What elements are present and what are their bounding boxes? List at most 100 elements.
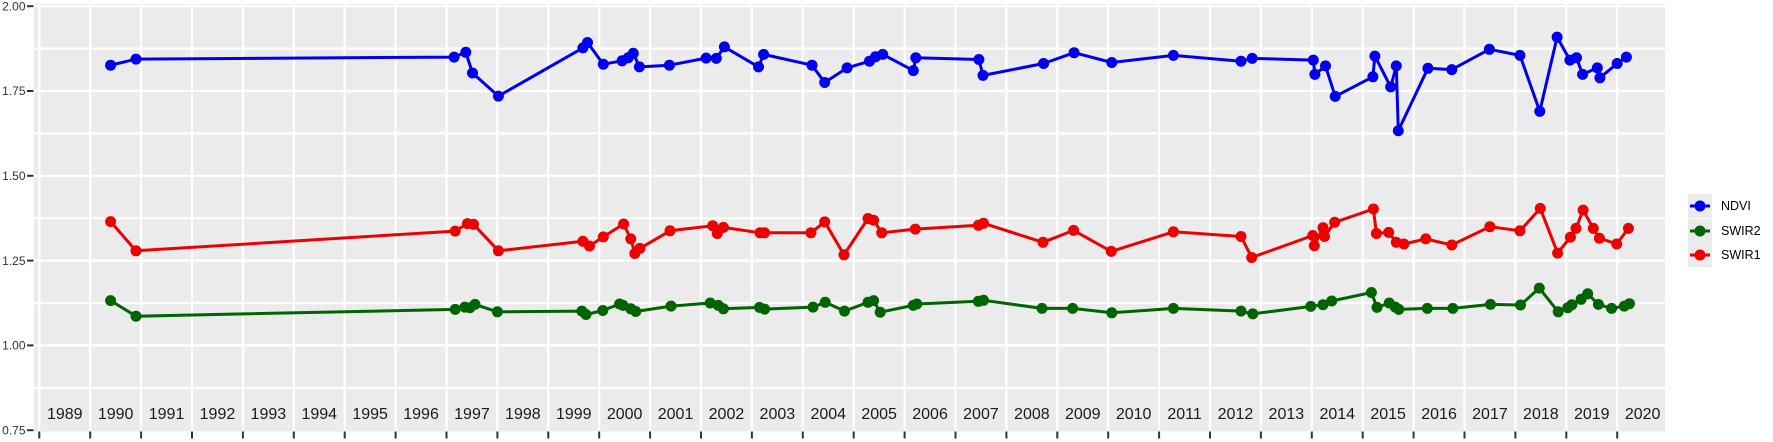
data-point-SWIR1 xyxy=(909,223,921,235)
data-point-SWIR2 xyxy=(911,298,923,310)
data-point-NDVI xyxy=(1329,90,1341,102)
data-point-SWIR1 xyxy=(449,225,461,237)
data-point-SWIR1 xyxy=(1105,245,1117,257)
y-tick-label: 1.50 xyxy=(2,169,26,183)
data-point-SWIR2 xyxy=(1305,300,1317,312)
data-point-NDVI xyxy=(819,77,831,88)
data-point-SWIR2 xyxy=(449,303,461,315)
x-tick-label: 2011 xyxy=(1167,406,1202,423)
data-point-SWIR2 xyxy=(819,296,831,308)
data-point-SWIR2 xyxy=(1515,299,1526,311)
data-point-NDVI xyxy=(1390,60,1402,72)
data-point-NDVI xyxy=(1446,64,1458,76)
data-point-SWIR2 xyxy=(1247,308,1259,320)
x-tick-label: 1994 xyxy=(301,406,337,423)
data-point-SWIR1 xyxy=(1308,240,1320,252)
data-point-SWIR1 xyxy=(805,227,817,239)
data-point-NDVI xyxy=(1514,49,1526,61)
legend-label-swir1: SWIR1 xyxy=(1721,248,1761,263)
legend-key-swir1 xyxy=(1688,243,1712,268)
data-point-SWIR1 xyxy=(717,221,729,233)
data-point-SWIR2 xyxy=(1167,302,1179,314)
data-point-NDVI xyxy=(1620,51,1632,63)
x-tick-label: 2017 xyxy=(1472,406,1508,423)
y-tick-label: 0.75 xyxy=(2,423,26,437)
x-tick-label: 1999 xyxy=(556,406,592,423)
legend-label-swir2: SWIR2 xyxy=(1721,223,1761,238)
data-point-NDVI xyxy=(1611,58,1623,69)
data-point-SWIR2 xyxy=(1067,302,1079,314)
x-tick-label: 1998 xyxy=(505,406,541,423)
data-point-SWIR2 xyxy=(759,303,771,315)
data-point-NDVI xyxy=(492,90,504,102)
x-tick-label: 2010 xyxy=(1116,406,1152,423)
data-point-SWIR1 xyxy=(978,217,989,229)
data-point-SWIR1 xyxy=(1319,231,1330,242)
x-tick-label: 2020 xyxy=(1625,406,1661,423)
data-point-SWIR1 xyxy=(1514,225,1526,237)
x-tick-label: 1993 xyxy=(251,406,287,423)
data-point-NDVI xyxy=(1038,58,1050,69)
data-point-SWIR2 xyxy=(807,301,819,313)
data-point-SWIR1 xyxy=(625,233,637,245)
x-tick-label: 2019 xyxy=(1574,406,1610,423)
data-point-SWIR2 xyxy=(105,295,117,307)
legend: NDVI SWIR2 SWIR1 xyxy=(1688,194,1761,268)
data-point-NDVI xyxy=(973,54,985,65)
x-tick-label: 2002 xyxy=(709,406,745,423)
data-point-SWIR2 xyxy=(1606,302,1618,314)
data-point-NDVI xyxy=(663,59,675,71)
data-point-NDVI xyxy=(718,41,730,53)
data-point-NDVI xyxy=(1309,68,1321,80)
data-point-NDVI xyxy=(1422,62,1434,74)
data-point-SWIR2 xyxy=(1235,305,1247,317)
data-point-NDVI xyxy=(1106,57,1118,68)
data-point-NDVI xyxy=(1591,62,1603,74)
x-tick-label: 2018 xyxy=(1523,406,1559,423)
data-point-NDVI xyxy=(1571,52,1582,64)
data-point-NDVI xyxy=(1307,54,1319,66)
y-tick-label: 1.00 xyxy=(2,339,26,353)
x-tick-label: 2007 xyxy=(963,406,999,423)
data-point-NDVI xyxy=(467,67,478,79)
data-point-NDVI xyxy=(910,52,922,64)
legend-key-swir2 xyxy=(1688,218,1712,243)
data-point-SWIR1 xyxy=(1317,222,1329,234)
data-point-SWIR2 xyxy=(491,306,503,318)
series-SWIR1 xyxy=(105,202,1634,263)
x-tick-label: 2003 xyxy=(760,406,796,423)
y-axis-ticks xyxy=(27,5,34,432)
x-tick-label: 1991 xyxy=(149,406,185,423)
data-point-SWIR1 xyxy=(1167,226,1179,238)
x-tick-label: 1995 xyxy=(352,406,388,423)
x-tick-label: 1990 xyxy=(98,406,134,423)
data-point-SWIR2 xyxy=(868,295,880,307)
legend-item-swir1: SWIR1 xyxy=(1688,243,1761,268)
data-point-SWIR1 xyxy=(1446,239,1458,251)
x-tick-label: 2009 xyxy=(1065,406,1101,423)
data-point-NDVI xyxy=(753,61,764,73)
data-point-SWIR1 xyxy=(130,245,142,257)
data-point-SWIR1 xyxy=(819,216,831,228)
horizontal-gridlines xyxy=(34,5,1665,389)
x-tick-label: 2006 xyxy=(912,406,948,423)
data-point-SWIR1 xyxy=(1383,226,1395,238)
data-point-SWIR2 xyxy=(580,309,592,320)
data-point-SWIR1 xyxy=(1370,228,1382,239)
legend-label-ndvi: NDVI xyxy=(1721,199,1751,214)
data-point-NDVI xyxy=(448,51,460,63)
data-point-SWIR1 xyxy=(1593,232,1605,244)
data-point-NDVI xyxy=(582,37,593,48)
data-point-NDVI xyxy=(1235,55,1247,67)
data-point-SWIR2 xyxy=(1106,307,1118,319)
data-point-SWIR2 xyxy=(665,300,677,312)
data-point-NDVI xyxy=(130,53,142,65)
data-point-SWIR2 xyxy=(1485,298,1496,310)
data-point-NDVI xyxy=(105,59,117,71)
data-point-SWIR2 xyxy=(597,305,609,316)
x-tick-label: 2015 xyxy=(1370,406,1406,423)
data-point-NDVI xyxy=(1577,68,1589,80)
legend-key-ndvi xyxy=(1688,194,1712,219)
data-point-SWIR1 xyxy=(1484,221,1496,233)
